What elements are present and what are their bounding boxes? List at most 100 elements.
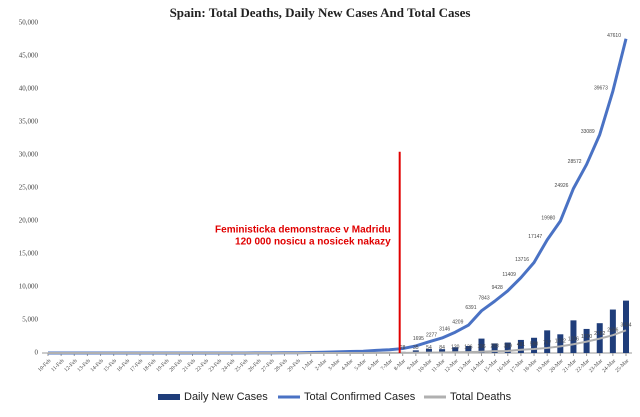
data-label: 28572 — [568, 159, 582, 165]
data-label: 120 — [451, 345, 460, 351]
x-tick-label: 7-Mar — [380, 358, 394, 372]
chart-title: Spain: Total Deaths, Daily New Cases And… — [170, 5, 471, 20]
data-label: 1002 — [555, 339, 566, 345]
y-tick-label: 35,000 — [19, 118, 39, 126]
x-tick-label: 23-Feb — [208, 358, 223, 373]
annotation-text: Feministicka demonstrace v Madridu — [215, 225, 391, 236]
x-tick-label: 27-Feb — [260, 358, 275, 373]
x-tick-label: 28-Feb — [273, 358, 288, 373]
legend-label: Daily New Cases — [184, 391, 268, 403]
bar — [412, 350, 419, 353]
x-tick-label: 20-Feb — [168, 358, 183, 373]
data-label: 7843 — [479, 296, 490, 302]
data-label: 33089 — [581, 129, 595, 135]
x-tick-label: 24-Feb — [221, 358, 236, 373]
data-label: 47610 — [607, 33, 621, 39]
bar — [570, 320, 577, 353]
data-label: 39673 — [594, 85, 608, 91]
data-label: 19980 — [541, 215, 555, 221]
data-label: 1720 — [581, 334, 592, 340]
data-label: 3434 — [620, 323, 631, 329]
x-tick-label: 8-Mar — [393, 358, 407, 372]
bar — [623, 300, 629, 353]
y-tick-label: 15,000 — [19, 250, 39, 258]
x-tick-label: 13-Feb — [76, 358, 91, 373]
bar — [609, 309, 616, 353]
y-tick-label: 40,000 — [19, 85, 39, 93]
line — [48, 38, 628, 355]
data-label: 309 — [504, 343, 513, 349]
bar — [478, 338, 485, 353]
x-tick-label: 2-Mar — [314, 358, 328, 372]
data-label: 9428 — [492, 285, 503, 291]
data-label: 24926 — [555, 183, 569, 189]
y-tick-label: 10,000 — [19, 283, 39, 291]
data-label: 13716 — [515, 257, 529, 263]
x-tick-label: 25-Feb — [234, 358, 249, 373]
data-label: 491 — [517, 342, 526, 348]
data-label: 11409 — [502, 272, 516, 278]
y-tick-label: 0 — [35, 349, 39, 357]
y-tick-label: 25,000 — [19, 184, 39, 192]
bar — [452, 347, 459, 353]
y-tick-label: 50,000 — [19, 19, 39, 27]
x-tick-label: 17-Feb — [129, 358, 144, 373]
y-tick-label: 30,000 — [19, 151, 39, 159]
data-label: 288 — [490, 343, 499, 349]
legend-swatch — [158, 394, 180, 400]
bar — [517, 339, 524, 353]
x-tick-label: 1-Mar — [301, 358, 315, 372]
x-tick-label: 12-Feb — [63, 358, 78, 373]
bar — [504, 342, 511, 353]
data-label: 136 — [464, 344, 473, 350]
data-label: 767 — [543, 340, 552, 346]
x-tick-label: 16-Feb — [116, 358, 131, 373]
bar — [439, 349, 446, 353]
x-tick-label: 25-Mar — [614, 358, 630, 374]
bar — [531, 337, 538, 353]
x-tick-label: 19-Feb — [155, 358, 170, 373]
data-label: 17147 — [528, 234, 542, 240]
data-label: 35 — [413, 345, 419, 351]
x-tick-label: 10-Mar — [417, 358, 433, 374]
bar — [544, 330, 551, 353]
x-tick-label: 14-Feb — [90, 358, 105, 373]
data-label: 2696 — [607, 328, 618, 334]
x-tick-label: 22-Feb — [195, 358, 210, 373]
x-tick-label: 15-Feb — [103, 358, 118, 373]
x-tick-label: 18-Feb — [142, 358, 157, 373]
x-tick-label: 21-Feb — [182, 358, 197, 373]
data-label: 1695 — [413, 336, 424, 342]
legend-label: Total Confirmed Cases — [304, 391, 416, 403]
y-tick-label: 45,000 — [19, 52, 39, 60]
data-label: 1326 — [568, 337, 579, 343]
legend-label: Total Deaths — [450, 391, 512, 403]
x-tick-label: 5-Mar — [354, 358, 368, 372]
line — [48, 329, 627, 354]
data-label: 2182 — [594, 331, 605, 337]
data-label: 196 — [477, 344, 486, 350]
data-label: 598 — [530, 341, 539, 347]
data-label: 6391 — [465, 305, 476, 311]
x-tick-label: 3-Mar — [327, 358, 341, 372]
data-label: 28 — [400, 345, 406, 351]
x-tick-label: 10-Feb — [37, 358, 52, 373]
bar — [425, 348, 432, 353]
x-tick-label: 29-Feb — [287, 358, 302, 373]
x-tick-label: 26-Feb — [247, 358, 262, 373]
y-tick-label: 20,000 — [19, 217, 39, 225]
bar — [557, 334, 564, 353]
x-tick-label: 4-Mar — [340, 358, 354, 372]
data-label: 3146 — [439, 327, 450, 333]
data-label: 4209 — [452, 320, 463, 326]
data-label: 54 — [426, 345, 432, 351]
x-tick-label: 6-Mar — [367, 358, 381, 372]
x-tick-label: 11-Feb — [50, 358, 65, 373]
y-tick-label: 5,000 — [22, 316, 38, 324]
bar — [491, 343, 498, 353]
bar — [465, 345, 472, 353]
data-label: 2277 — [426, 332, 437, 338]
data-label: 84 — [439, 345, 445, 351]
annotation-text: 120 000 nosicu a nosicek nakazy — [235, 237, 391, 248]
